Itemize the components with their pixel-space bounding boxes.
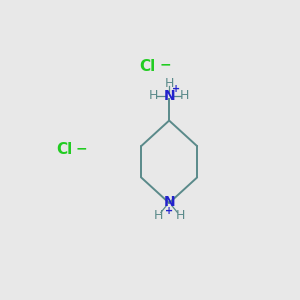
Text: −: − (76, 142, 87, 155)
Text: H: H (164, 77, 174, 90)
Text: N: N (163, 88, 175, 103)
Text: H: H (180, 89, 189, 102)
Text: N: N (163, 194, 175, 208)
Text: +: + (165, 206, 173, 216)
Text: H: H (153, 209, 163, 222)
Text: Cl: Cl (56, 142, 72, 158)
Text: Cl: Cl (140, 58, 156, 74)
Text: +: + (172, 84, 180, 94)
Text: H: H (149, 89, 158, 102)
Text: H: H (176, 209, 185, 222)
Text: −: − (160, 58, 171, 72)
